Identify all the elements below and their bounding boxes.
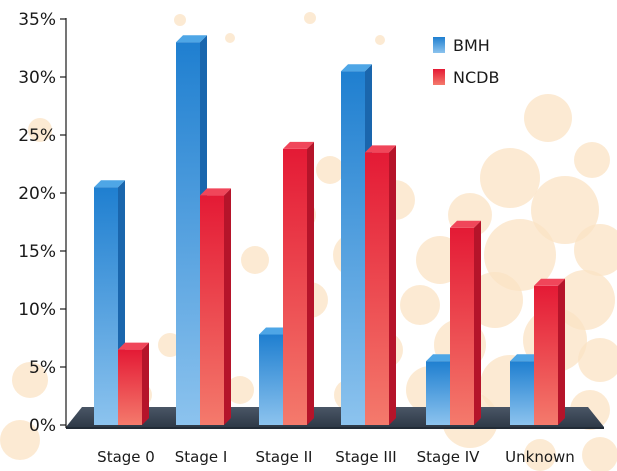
bar-front xyxy=(94,187,118,425)
bar-ncdb-3 xyxy=(365,145,396,425)
bubble-decoration xyxy=(226,376,254,404)
bubble-decoration xyxy=(582,437,617,471)
bar-side xyxy=(224,188,231,425)
bar-front xyxy=(510,361,534,425)
y-ticks: 0% 5% 10% 15% 20% 25% 30% 35% xyxy=(18,10,66,436)
legend: BMH NCDB xyxy=(433,36,499,87)
bar-top xyxy=(450,220,481,228)
bar-side xyxy=(142,342,149,425)
bar-ncdb-1 xyxy=(200,188,231,425)
x-tick-label: Stage II xyxy=(256,448,313,466)
bar-top xyxy=(341,64,372,72)
bar-ncdb-4 xyxy=(450,220,481,425)
legend-item-bmh: BMH xyxy=(433,36,490,55)
x-tick-label: Stage IV xyxy=(417,448,481,466)
bar-side xyxy=(307,141,314,426)
bar-front xyxy=(534,285,558,425)
y-tick-label: 35% xyxy=(18,10,56,30)
bar-top xyxy=(510,354,541,362)
y-tick-label: 0% xyxy=(29,416,56,436)
bar-top xyxy=(94,180,125,188)
bubble-decoration xyxy=(480,148,540,208)
bar-top xyxy=(534,278,565,286)
y-tick-label: 15% xyxy=(18,242,56,262)
y-tick-label: 30% xyxy=(18,68,56,88)
bar-top xyxy=(176,35,207,43)
bar-front xyxy=(450,227,474,425)
bar-front xyxy=(176,42,200,425)
x-tick-label: Stage III xyxy=(335,448,396,466)
bar-front xyxy=(283,148,307,426)
legend-item-ncdb: NCDB xyxy=(433,68,499,87)
bar-front xyxy=(118,349,142,425)
bar-ncdb-0 xyxy=(118,342,149,425)
y-tick-label: 5% xyxy=(29,358,56,378)
y-tick-label: 20% xyxy=(18,184,56,204)
bar-front xyxy=(365,152,389,425)
x-tick-label: Stage 0 xyxy=(97,448,155,466)
x-tick-label: Unknown xyxy=(505,448,575,466)
bubble-decoration xyxy=(316,156,344,184)
bar-top xyxy=(259,327,290,335)
x-tick-label: Stage I xyxy=(175,448,228,466)
bars xyxy=(94,35,565,426)
y-tick-label: 25% xyxy=(18,126,56,146)
bubble-decoration xyxy=(400,285,440,325)
bar-ncdb-2 xyxy=(283,141,314,426)
bar-front xyxy=(341,71,365,425)
category-labels: Stage 0 Stage I Stage II Stage III Stage IV U… xyxy=(97,448,575,466)
bubble-decoration xyxy=(578,338,617,382)
bubble-decoration xyxy=(241,246,269,274)
legend-label-bmh: BMH xyxy=(453,36,490,55)
bubble-decoration xyxy=(524,439,556,471)
bubble-decoration xyxy=(304,12,316,24)
bubble-decoration xyxy=(531,176,599,244)
bubble-decoration xyxy=(574,142,610,178)
legend-label-ncdb: NCDB xyxy=(453,68,499,87)
bubble-decoration xyxy=(574,224,617,276)
bubble-decoration xyxy=(174,14,186,26)
bar-side xyxy=(558,278,565,425)
bar-top xyxy=(283,141,314,149)
bar-side xyxy=(389,145,396,425)
bar-side xyxy=(474,220,481,425)
bar-top xyxy=(426,354,457,362)
bubble-decoration xyxy=(28,118,52,142)
bar-top xyxy=(118,342,149,350)
bar-front xyxy=(426,361,450,425)
bubble-decoration xyxy=(524,94,572,142)
y-tick-label: 10% xyxy=(18,300,56,320)
bar-ncdb-5 xyxy=(534,278,565,425)
bubble-decoration xyxy=(375,35,385,45)
bar-front xyxy=(200,195,224,425)
bar-top xyxy=(200,188,231,196)
bubble-decoration xyxy=(225,33,235,43)
bar-front xyxy=(259,334,283,425)
legend-swatch-ncdb xyxy=(433,69,445,85)
bubble-decoration xyxy=(0,420,40,460)
floor-edge xyxy=(66,427,604,429)
bar-top xyxy=(365,145,396,153)
legend-swatch-bmh xyxy=(433,37,445,53)
bubble-decoration xyxy=(12,362,48,398)
